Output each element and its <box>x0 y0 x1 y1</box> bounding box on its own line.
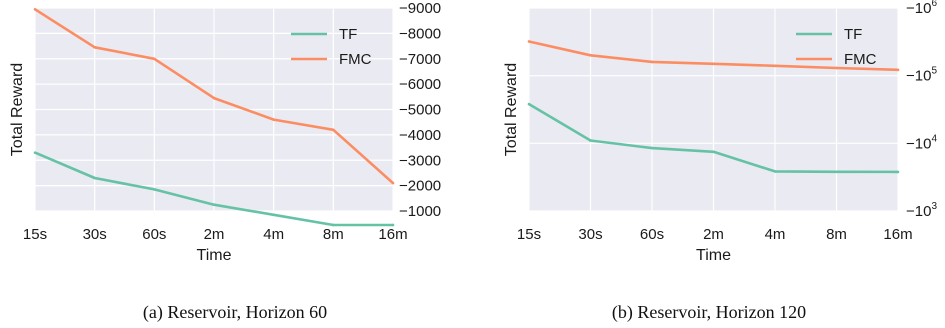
data-point-fmc <box>93 46 96 49</box>
y-tick-label: −1000 <box>399 203 441 220</box>
x-tick-label: 8m <box>323 226 344 243</box>
data-point-tf <box>589 139 592 142</box>
x-tick-label: 16m <box>378 226 407 243</box>
y-tick-label: −2000 <box>399 178 441 195</box>
x-tick-label: 15s <box>517 226 541 243</box>
data-point-tf <box>650 146 654 150</box>
legend-label: TF <box>339 26 357 43</box>
grid-lines <box>528 7 899 212</box>
y-tick-label: −105 <box>906 66 937 85</box>
data-point-fmc <box>773 64 777 68</box>
y-tick-labels: −103 −104 −105 −106 <box>906 0 937 220</box>
x-tick-label: 30s <box>578 226 602 243</box>
data-point-tf <box>33 151 37 154</box>
legend-label: FMC <box>339 51 372 68</box>
data-point-fmc <box>835 66 838 70</box>
y-tick-label: −5000 <box>399 102 441 119</box>
x-tick-label: 16m <box>883 226 912 243</box>
series-lines <box>527 40 900 174</box>
data-point-tf <box>527 102 531 106</box>
y-tick-label: −7000 <box>399 51 441 68</box>
data-point-tf <box>835 170 838 174</box>
data-point-tf <box>712 150 715 154</box>
series-lines <box>33 7 395 227</box>
y-tick-label: −106 <box>906 0 937 17</box>
legend-label: FMC <box>844 51 877 68</box>
data-point-tf <box>93 176 96 180</box>
data-point-fmc <box>332 128 335 132</box>
x-tick-label: 8m <box>826 226 847 243</box>
legend: TF FMC <box>291 26 372 68</box>
y-tick-label: −8000 <box>399 25 441 42</box>
x-axis-label: Time <box>197 247 232 264</box>
legend-label: TF <box>844 26 862 43</box>
data-point-tf <box>212 203 216 206</box>
data-point-fmc <box>272 118 275 121</box>
y-tick-label: −9000 <box>399 0 441 17</box>
x-axis-label: Time <box>696 247 731 264</box>
figure-caption: (a) Reservoir, Horizon 60 <box>143 302 327 323</box>
y-tick-label: −3000 <box>399 152 441 169</box>
y-tick-label: −103 <box>906 201 937 220</box>
data-point-tf <box>391 223 395 227</box>
x-tick-label: 60s <box>640 226 664 243</box>
x-tick-label: 4m <box>765 226 786 243</box>
data-point-fmc <box>527 40 531 43</box>
x-tick-label: 4m <box>263 226 284 243</box>
x-tick-label: 60s <box>142 226 166 243</box>
x-tick-label: 2m <box>204 226 225 243</box>
x-tick-label: 30s <box>83 226 107 243</box>
chart-reservoir-horizon-60: 15s 30s 60s 2m 4m 8m 16m −9000−8000−7000−6000−… <box>9 0 441 323</box>
x-tick-labels: 15s 30s 60s 2m 4m 8m 16m <box>23 226 408 243</box>
data-point-fmc <box>712 62 715 66</box>
data-point-tf <box>272 213 275 217</box>
y-tick-labels: −9000 −8000 −7000 −6000 −5000 −4000 −3000 −2000… <box>399 0 441 220</box>
data-point-fmc <box>589 53 592 57</box>
data-point-fmc <box>391 181 395 185</box>
x-tick-labels: 15s 30s 60s 2m 4m 8m 16m <box>517 226 913 243</box>
legend: TF FMC <box>796 26 877 68</box>
figure-caption: (b) Reservoir, Horizon 120 <box>612 302 806 323</box>
data-point-tf <box>332 223 335 227</box>
y-axis-label: Total Reward <box>9 63 26 156</box>
data-point-fmc <box>212 96 216 100</box>
y-tick-label: −4000 <box>399 127 441 144</box>
y-tick-label: −6000 <box>399 76 441 93</box>
y-tick-label: −104 <box>906 133 937 152</box>
data-point-tf <box>153 188 156 191</box>
data-point-fmc <box>896 68 900 72</box>
data-point-fmc <box>153 57 156 61</box>
data-point-tf <box>773 170 777 173</box>
x-tick-label: 15s <box>23 226 47 243</box>
data-point-tf <box>896 170 900 174</box>
grid-lines <box>34 7 394 212</box>
x-tick-label: 2m <box>703 226 724 243</box>
chart-reservoir-horizon-120: 15s 30s 60s 2m 4m 8m 16m −103 −104 −105 −106 TF FM… <box>503 0 937 323</box>
data-point-fmc <box>33 7 37 11</box>
y-axis-label: Total Reward <box>503 63 520 156</box>
data-point-fmc <box>650 60 654 64</box>
